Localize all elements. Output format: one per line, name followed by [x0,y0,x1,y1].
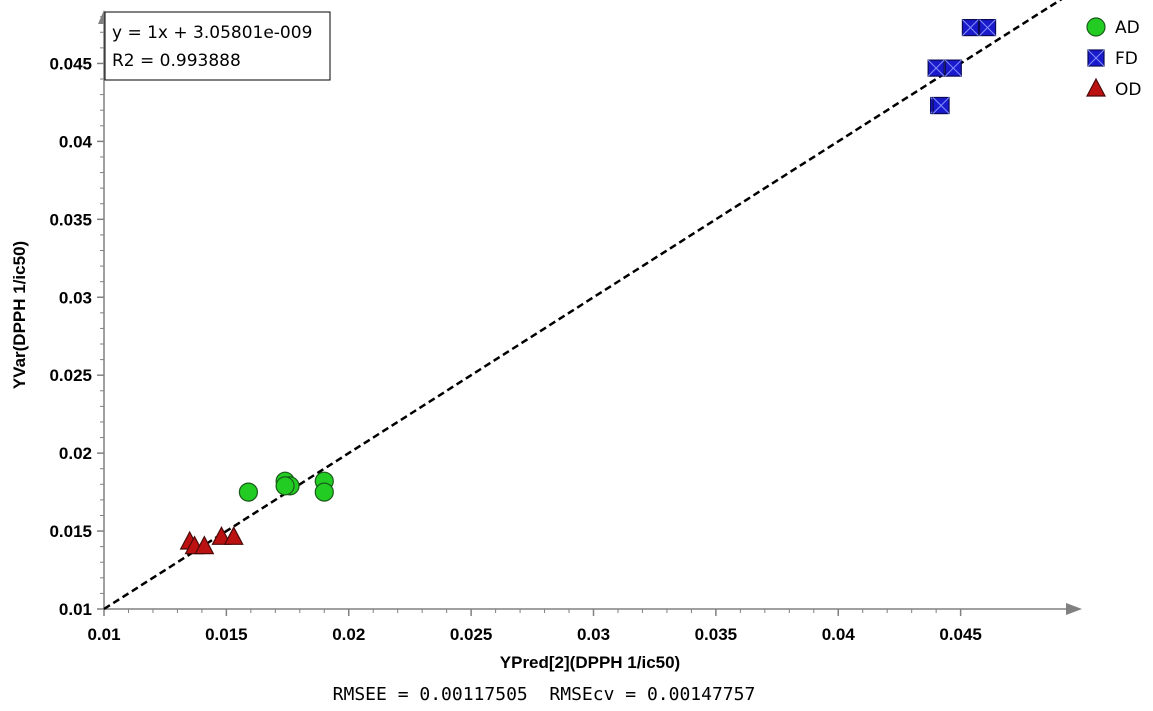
x-tick-label: 0.04 [822,625,856,644]
fd-point [978,18,997,37]
equation-box: y = 1x + 3.05801e-009 R2 = 0.993888 [104,11,331,81]
y-tick-label: 0.04 [59,132,93,151]
y-tick-label: 0.03 [59,288,92,307]
fit-line-group [103,0,1063,611]
ad-point [238,482,259,502]
r2-text: R2 = 0.993888 [112,51,241,71]
ad-point [275,476,295,496]
equation-text: y = 1x + 3.05801e-009 [112,23,312,43]
od-point [194,535,215,555]
od-point [223,526,244,545]
data-points [179,18,997,555]
y-tick-label: 0.045 [49,54,92,73]
y-tick-label: 0.035 [49,210,92,229]
x-tick-label: 0.035 [695,625,738,644]
y-axis-title: YVar(DPPH 1/ic50) [10,241,29,389]
x-tick-label: 0.01 [87,625,120,644]
legend-ad-marker [1086,17,1106,37]
legend-od-marker [1086,77,1106,97]
regression-line [103,0,1063,611]
y-tick-label: 0.015 [49,522,92,541]
equation-box-frame [104,11,331,81]
legend-fd-label: FD [1115,49,1138,69]
fd-point [961,18,980,37]
ad-point [314,482,334,502]
y-tick-label: 0.025 [49,366,92,385]
rmse-footer: RMSEE = 0.00117505 RMSEcv = 0.00147757 [333,684,756,705]
legend-ad-label: AD [1115,18,1140,38]
x-tick-label: 0.025 [450,625,493,644]
fd-point [927,59,945,77]
od-point [211,526,232,545]
legend-fd-marker [1087,49,1105,67]
x-tick-label: 0.03 [577,625,610,644]
legend-od-label: OD [1115,80,1141,100]
axis-ticks: 0.01 0.015 0.02 0.025 0.03 0.035 0.04 0.045 0.01… [49,16,982,644]
x-tick-label: 0.045 [939,625,982,644]
legend: AD FD OD [1086,17,1141,100]
x-axis-arrow [1066,603,1082,615]
x-tick-label: 0.015 [205,625,248,644]
x-tick-label: 0.02 [332,625,365,644]
fd-point [944,59,962,77]
fd-point [932,96,950,115]
y-tick-label: 0.01 [59,600,92,619]
x-axis-title: YPred[2](DPPH 1/ic50) [500,653,680,672]
y-tick-label: 0.02 [59,444,92,463]
